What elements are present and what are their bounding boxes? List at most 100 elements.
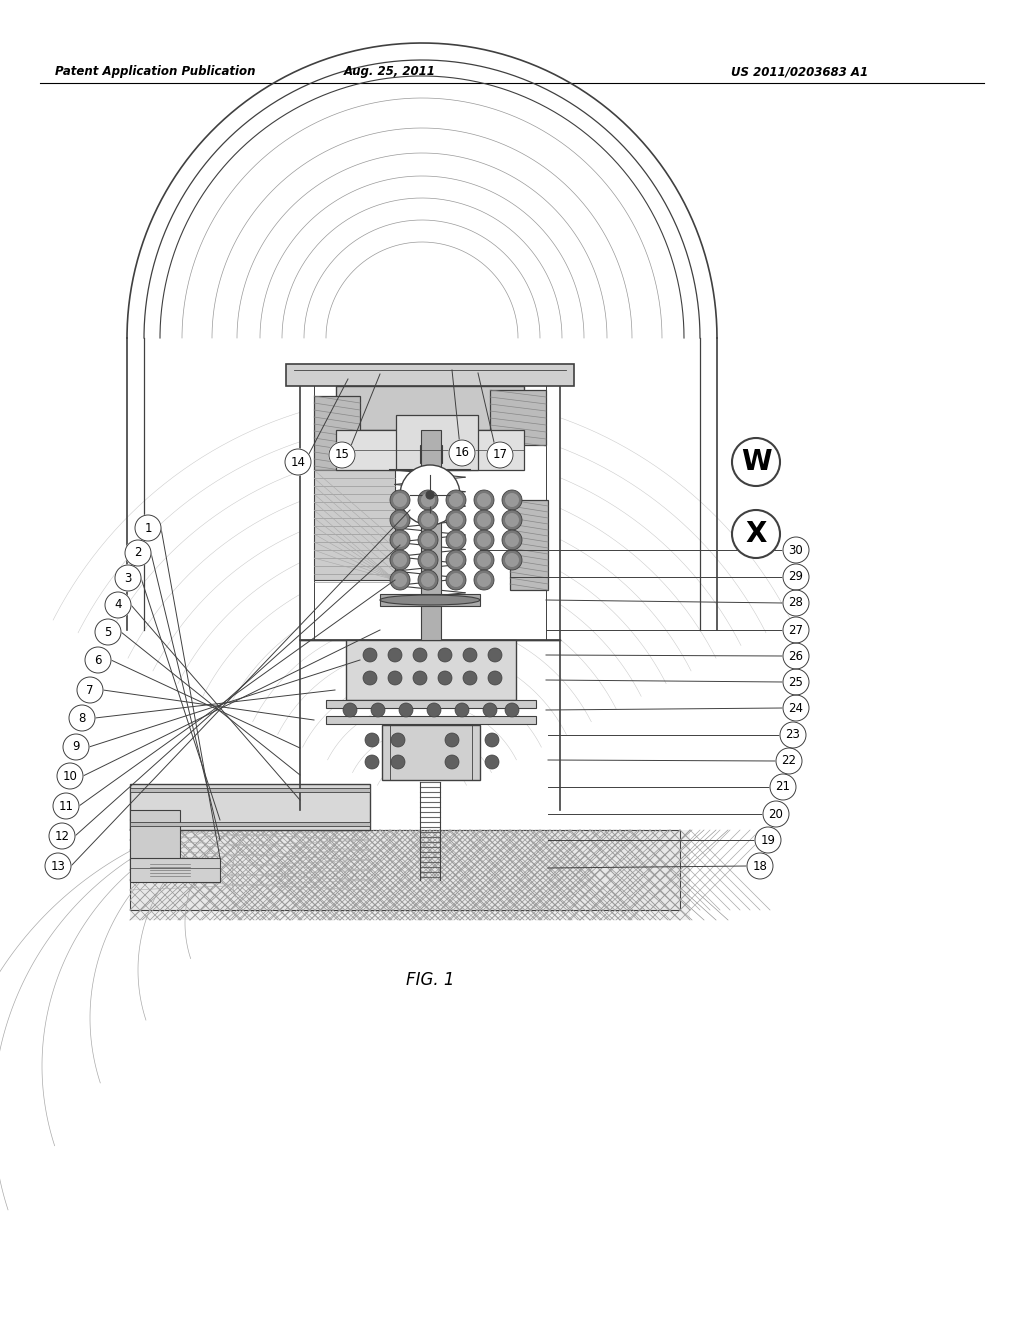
Circle shape <box>115 565 141 591</box>
Text: 30: 30 <box>788 544 804 557</box>
Text: 3: 3 <box>124 572 132 585</box>
Circle shape <box>446 490 466 510</box>
Circle shape <box>446 550 466 570</box>
Circle shape <box>502 550 522 570</box>
Text: 7: 7 <box>86 684 94 697</box>
Bar <box>326 715 536 723</box>
Circle shape <box>505 533 519 546</box>
Circle shape <box>445 755 459 770</box>
Circle shape <box>57 763 83 789</box>
Text: 10: 10 <box>62 770 78 783</box>
Circle shape <box>438 648 452 663</box>
Bar <box>130 810 180 870</box>
Circle shape <box>488 671 502 685</box>
Circle shape <box>63 734 89 760</box>
Circle shape <box>783 616 809 643</box>
Bar <box>314 396 360 470</box>
Circle shape <box>474 490 494 510</box>
Circle shape <box>776 748 802 774</box>
Circle shape <box>488 648 502 663</box>
Text: 22: 22 <box>781 755 797 767</box>
Text: W: W <box>740 447 771 477</box>
Text: 18: 18 <box>753 859 767 873</box>
Text: 4: 4 <box>115 598 122 611</box>
Circle shape <box>390 570 410 590</box>
Circle shape <box>371 704 385 717</box>
Text: 25: 25 <box>788 676 804 689</box>
Circle shape <box>746 853 773 879</box>
Text: 26: 26 <box>788 649 804 663</box>
Text: 13: 13 <box>50 859 66 873</box>
Circle shape <box>449 492 463 507</box>
Circle shape <box>770 774 796 800</box>
Circle shape <box>421 513 435 527</box>
Circle shape <box>390 550 410 570</box>
Circle shape <box>418 570 438 590</box>
Circle shape <box>391 733 406 747</box>
Text: 9: 9 <box>73 741 80 754</box>
Circle shape <box>783 696 809 721</box>
Circle shape <box>135 515 161 541</box>
Text: FIG. 1: FIG. 1 <box>406 972 455 989</box>
Text: Patent Application Publication: Patent Application Publication <box>55 66 256 78</box>
Circle shape <box>53 793 79 818</box>
Circle shape <box>446 570 466 590</box>
Circle shape <box>763 801 790 828</box>
Circle shape <box>446 510 466 531</box>
Circle shape <box>449 573 463 587</box>
Text: 16: 16 <box>455 446 469 459</box>
Circle shape <box>502 490 522 510</box>
Circle shape <box>446 531 466 550</box>
Text: 8: 8 <box>78 711 86 725</box>
Circle shape <box>483 704 497 717</box>
Circle shape <box>77 677 103 704</box>
Circle shape <box>474 531 494 550</box>
Circle shape <box>69 705 95 731</box>
Circle shape <box>388 648 402 663</box>
Circle shape <box>285 449 311 475</box>
Bar <box>510 500 548 590</box>
Text: 23: 23 <box>785 729 801 742</box>
Circle shape <box>783 669 809 696</box>
Circle shape <box>421 492 435 507</box>
Circle shape <box>388 671 402 685</box>
Circle shape <box>390 510 410 531</box>
Circle shape <box>449 553 463 568</box>
Circle shape <box>393 513 407 527</box>
Bar <box>314 470 395 579</box>
Text: 20: 20 <box>769 808 783 821</box>
Text: 29: 29 <box>788 570 804 583</box>
Circle shape <box>393 533 407 546</box>
Circle shape <box>445 733 459 747</box>
Circle shape <box>755 828 781 853</box>
Text: Aug. 25, 2011: Aug. 25, 2011 <box>344 66 436 78</box>
Circle shape <box>485 733 499 747</box>
Circle shape <box>393 553 407 568</box>
Text: 19: 19 <box>761 833 775 846</box>
Text: 6: 6 <box>94 653 101 667</box>
Circle shape <box>399 704 413 717</box>
Circle shape <box>329 442 355 469</box>
Bar <box>300 378 560 640</box>
Circle shape <box>449 533 463 546</box>
Circle shape <box>418 550 438 570</box>
Bar <box>130 830 680 909</box>
Bar <box>130 830 690 920</box>
Text: X: X <box>745 520 767 548</box>
Circle shape <box>421 533 435 546</box>
Circle shape <box>783 564 809 590</box>
Ellipse shape <box>380 595 480 605</box>
Bar <box>336 385 524 430</box>
Text: 15: 15 <box>335 449 349 462</box>
Circle shape <box>95 619 121 645</box>
Circle shape <box>49 822 75 849</box>
Circle shape <box>362 648 377 663</box>
Bar <box>130 788 370 792</box>
Circle shape <box>732 438 780 486</box>
Text: 21: 21 <box>775 780 791 793</box>
Bar <box>130 784 370 830</box>
Circle shape <box>505 704 519 717</box>
Bar <box>380 594 480 606</box>
Circle shape <box>463 648 477 663</box>
Circle shape <box>505 553 519 568</box>
